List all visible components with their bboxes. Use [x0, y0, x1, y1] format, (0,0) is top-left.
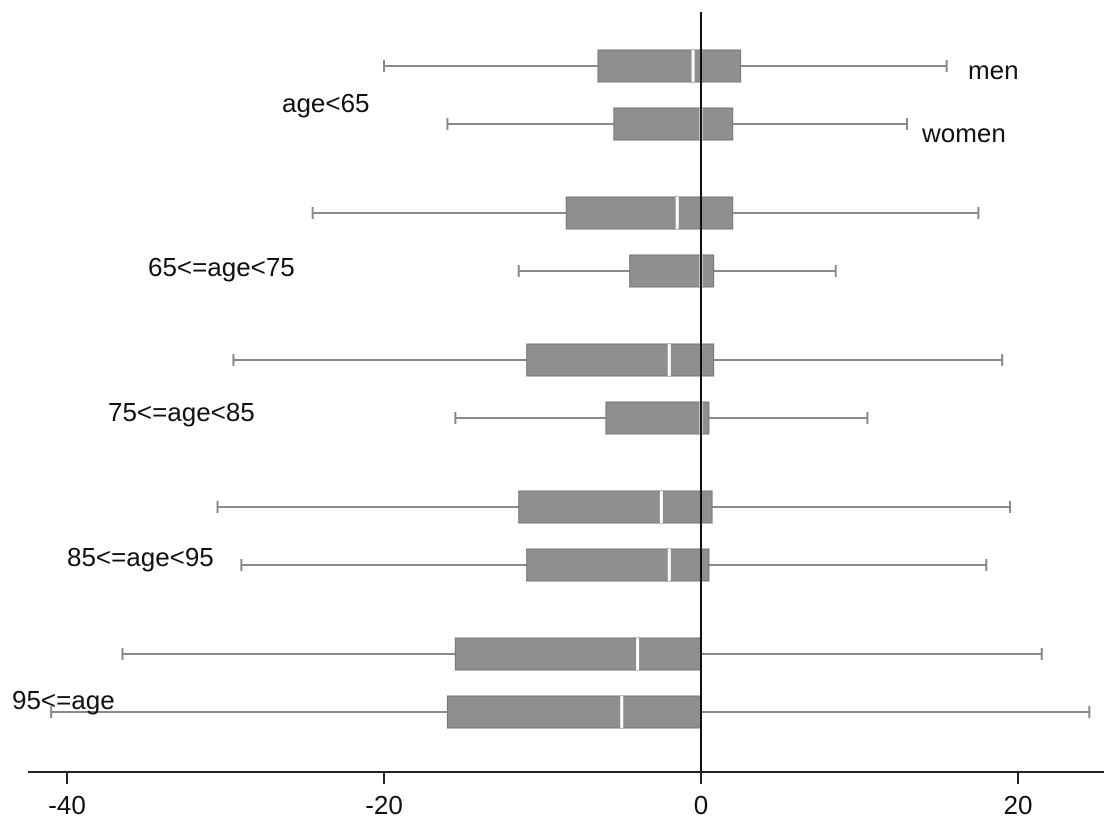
x-tick-label: -20	[365, 790, 403, 820]
group-label: age<65	[282, 88, 369, 118]
group-label: 65<=age<75	[148, 252, 295, 282]
x-tick-label: 20	[1004, 790, 1033, 820]
box-75<=age<85-women	[454, 401, 869, 435]
box-85<=age<95-men	[216, 490, 1012, 524]
iqr-box	[613, 107, 734, 141]
boxes-layer	[50, 49, 1091, 729]
box-95<=age-women	[50, 695, 1091, 729]
group-label: 85<=age<95	[67, 542, 214, 572]
x-tick-label: 0	[694, 790, 708, 820]
iqr-box	[605, 401, 710, 435]
iqr-box	[454, 637, 702, 671]
iqr-box	[526, 548, 710, 582]
x-axis: -40 -20 0 20	[28, 12, 1104, 820]
box-75<=age<85-men	[232, 343, 1004, 377]
legend-label-women: women	[921, 118, 1006, 148]
box-65<=age<75-women	[517, 254, 837, 288]
box-95<=age-men	[121, 637, 1043, 671]
x-tick-label: -40	[48, 790, 86, 820]
group-label: 95<=age	[12, 685, 115, 715]
box-age<65-men	[383, 49, 948, 83]
box-65<=age<75-men	[311, 196, 980, 230]
legend-label-men: men	[968, 55, 1019, 85]
iqr-box	[526, 343, 715, 377]
iqr-box	[597, 49, 742, 83]
group-label: 75<=age<85	[108, 397, 255, 427]
box-age<65-women	[446, 107, 909, 141]
iqr-box	[565, 196, 734, 230]
iqr-box	[446, 695, 702, 729]
labels-layer: age<65 65<=age<75 75<=age<85 85<=age<95 95<=…	[12, 55, 1019, 715]
box-85<=age<95-women	[240, 548, 988, 582]
iqr-box	[518, 490, 713, 524]
